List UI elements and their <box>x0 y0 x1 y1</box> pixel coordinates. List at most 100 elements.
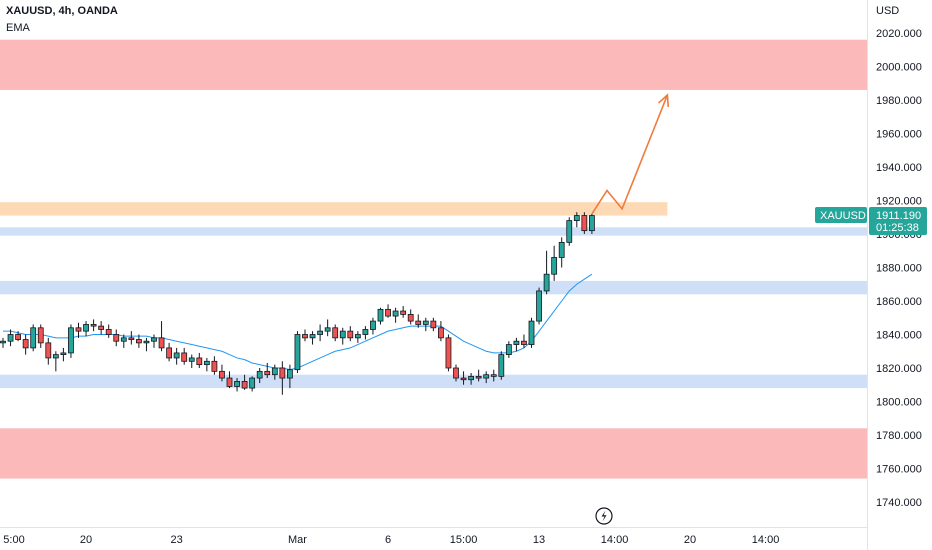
candle <box>505 341 512 358</box>
candle-body-bear <box>264 370 271 376</box>
candle-body-bull <box>483 374 490 379</box>
price-axis[interactable]: USD 1740.000 1760.000 1780.000 1800.000 1820… <box>876 5 922 509</box>
candle-body-bull <box>558 241 565 258</box>
candle-body-bull <box>83 324 89 332</box>
candle-body-bear <box>37 327 44 344</box>
candle <box>249 376 256 392</box>
candle <box>332 324 339 342</box>
projection-arrow <box>591 93 670 215</box>
price-tag-countdown: 01:25:38 <box>876 222 919 234</box>
price-tick-label: 1980.000 <box>876 95 922 107</box>
price-tick-label: 1740.000 <box>876 497 922 509</box>
price-tick-label: 1800.000 <box>876 397 922 409</box>
candle <box>15 331 22 342</box>
candle-body-bear <box>347 330 354 339</box>
candle <box>196 352 203 368</box>
candle-body-bear <box>196 357 203 366</box>
candle <box>158 321 165 352</box>
candle-body-bear <box>302 334 308 339</box>
price-tick-label: 1940.000 <box>876 162 922 174</box>
candle <box>7 329 14 347</box>
candle-body-bull <box>151 337 157 342</box>
candle-body-bull <box>589 215 595 232</box>
time-axis[interactable]: 5:00 20 23 Mar 6 15:00 13 14:00 20 14:00 <box>3 534 779 546</box>
lightning-icon[interactable] <box>595 507 613 525</box>
candle <box>415 314 422 328</box>
candle <box>354 331 361 343</box>
indicator-label[interactable]: EMA <box>6 22 30 34</box>
candle-body-bull <box>536 290 542 322</box>
candle-body-bear <box>407 313 414 322</box>
candle <box>52 351 59 372</box>
candle <box>536 287 542 325</box>
candle <box>385 304 391 318</box>
candle-body-bear <box>22 339 29 349</box>
candle-body-bear <box>98 325 105 330</box>
candle-body-bear <box>445 337 452 369</box>
candle-body-bull <box>143 340 150 344</box>
arrow-path <box>591 94 669 215</box>
candle <box>22 334 29 355</box>
candle-body-bull <box>573 215 580 221</box>
candle <box>483 371 490 384</box>
price-tick-label: 1880.000 <box>876 263 922 275</box>
candle <box>264 362 271 379</box>
candle <box>143 337 150 352</box>
time-tick-label: 13 <box>533 534 545 546</box>
candle <box>83 321 89 337</box>
candle-body-bull <box>543 273 550 292</box>
candle <box>324 319 331 337</box>
zone-supply-1 <box>0 202 668 216</box>
candle <box>256 368 263 384</box>
candle-body-bull <box>362 329 369 335</box>
zones-layer <box>0 39 867 479</box>
candle <box>271 364 278 380</box>
candle-body-bear <box>219 370 225 379</box>
candle-body-bull <box>52 354 59 359</box>
candle-body-bear <box>581 215 588 232</box>
candle <box>498 351 505 380</box>
candle <box>573 212 580 228</box>
zone-resistance-0 <box>0 39 867 90</box>
candle-body-bull <box>422 320 429 325</box>
candle <box>422 317 429 332</box>
candles-layer <box>0 212 595 395</box>
price-tick-label: 1840.000 <box>876 330 922 342</box>
candle <box>309 331 316 345</box>
candle <box>75 322 82 338</box>
candle <box>347 326 354 342</box>
candle-body-bear <box>226 377 233 387</box>
candle-body-bear <box>158 337 165 349</box>
candle-body-bull <box>7 334 14 342</box>
candle <box>528 317 535 348</box>
candle <box>407 309 414 325</box>
candle <box>226 371 233 389</box>
candle-body-bull <box>309 334 316 339</box>
candle <box>90 319 97 332</box>
candle-body-bear <box>385 308 391 317</box>
arrow-head <box>658 93 670 108</box>
price-tick-label: 1780.000 <box>876 430 922 442</box>
zone-resistance-5 <box>0 428 867 479</box>
candle-body-bull <box>354 334 361 339</box>
candle <box>211 356 218 375</box>
candle-body-bear <box>332 327 339 339</box>
candle-body-bull <box>294 334 301 371</box>
candle-body-bear <box>475 375 482 379</box>
candle-body-bear <box>437 327 444 339</box>
price-tick-label: 1860.000 <box>876 296 922 308</box>
price-tick-label: 2000.000 <box>876 62 922 74</box>
price-tick-label: 1960.000 <box>876 129 922 141</box>
time-tick-label: 5:00 <box>3 534 24 546</box>
candle-body-bull <box>256 370 263 379</box>
candle <box>105 324 112 338</box>
candle <box>453 364 459 382</box>
candle <box>234 378 240 392</box>
candle-body-bull <box>505 344 512 355</box>
candle-body-bull <box>392 310 399 317</box>
candle <box>460 371 467 385</box>
candle-body-bear <box>181 352 188 362</box>
candle-body-bull <box>203 360 210 366</box>
candle <box>60 347 67 362</box>
